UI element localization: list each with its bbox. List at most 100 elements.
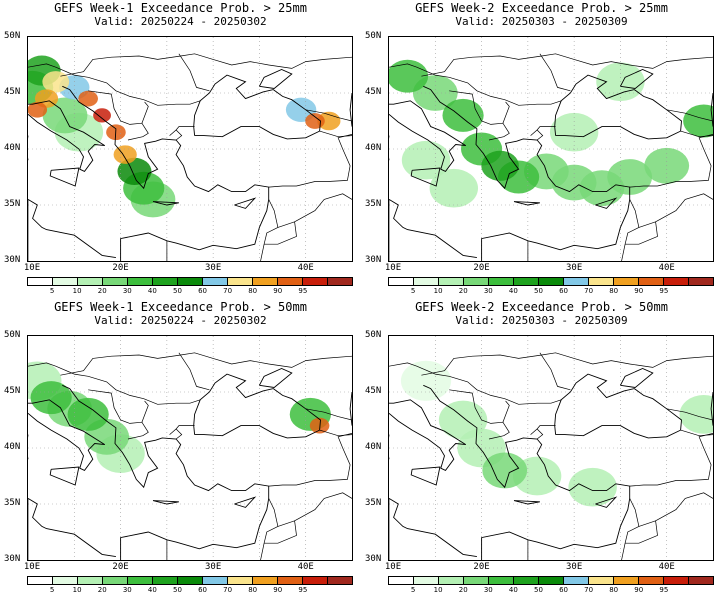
country-border: [539, 352, 571, 391]
colorbar-swatch: [689, 577, 713, 584]
colorbar-tick-label: 95: [298, 586, 308, 594]
colorbar-tick-label: 80: [248, 287, 258, 295]
colorbar-tick-label: 80: [609, 586, 619, 594]
lon-tick-label: 30E: [205, 562, 222, 572]
lat-tick-label: 40N: [4, 442, 21, 452]
probability-blob: [28, 101, 48, 118]
colorbar-swatch: [103, 577, 128, 584]
probability-blob: [117, 157, 152, 185]
colorbar-swatch: [664, 577, 689, 584]
colorbar-swatch: [489, 577, 514, 584]
colorbar-tick-label: 40: [147, 586, 157, 594]
map-canvas: [389, 37, 713, 261]
colorbar-tick-label: 50: [172, 287, 182, 295]
country-border: [421, 53, 713, 77]
lon-tick-label: 20E: [112, 562, 129, 572]
country-border: [655, 492, 713, 522]
country-border: [539, 53, 571, 92]
probability-field: [28, 55, 341, 218]
colorbar-tick-label: 50: [533, 586, 543, 594]
probability-field: [28, 361, 331, 473]
lon-tick-label: 10E: [23, 562, 41, 572]
colorbar-swatch: [589, 577, 614, 584]
country-border: [294, 193, 352, 223]
country-border: [319, 130, 352, 138]
country-border: [530, 428, 544, 440]
colorbar-tick-label: 30: [122, 586, 132, 594]
map: [388, 36, 714, 262]
colorbar-swatch: [439, 577, 464, 584]
colorbar-tick-label: 5: [49, 287, 55, 295]
country-border: [175, 425, 195, 430]
colorbar-swatch: [278, 278, 303, 285]
coastline: [152, 500, 179, 505]
lat-tick-label: 45N: [4, 386, 21, 396]
country-border: [421, 352, 713, 376]
probability-blob: [481, 150, 519, 181]
coastline: [513, 500, 540, 505]
colorbar-ticks: 5 10 20 30 40 50 60 70 80 90 95: [388, 288, 714, 297]
lon-tick-label: 40E: [658, 562, 675, 572]
map: [27, 36, 353, 262]
probability-blob: [482, 452, 528, 489]
colorbar-swatch: [514, 577, 539, 584]
lat-tick-label: 30N: [365, 554, 382, 564]
probability-blob: [78, 90, 98, 107]
colorbar-swatch: [664, 278, 689, 285]
country-border: [264, 520, 297, 544]
colorbar-tick-label: 10: [72, 287, 82, 295]
colorbar-swatch: [128, 577, 153, 584]
lat-tick-label: 50N: [4, 31, 21, 41]
colorbar-tick-label: 20: [97, 287, 107, 295]
probability-blob: [549, 112, 599, 152]
colorbar-tick-label: 40: [508, 586, 518, 594]
colorbar: [388, 576, 714, 585]
colorbar-swatch: [178, 577, 203, 584]
colorbar-swatch: [539, 577, 564, 584]
coastline: [620, 69, 654, 89]
lat-tick-label: 45N: [365, 87, 382, 97]
country-border: [449, 389, 510, 440]
coastline: [259, 69, 293, 89]
coastline: [49, 466, 80, 486]
lat-tick-label: 35N: [365, 498, 382, 508]
colorbar-tick-label: 70: [223, 586, 233, 594]
coastline: [349, 92, 352, 127]
lon-tick-label: 30E: [566, 562, 583, 572]
colorbar-tick-label: 80: [248, 586, 258, 594]
country-border: [621, 199, 640, 261]
coastline: [554, 373, 682, 439]
colorbar-tick-label: 95: [659, 287, 669, 295]
lat-tick-label: 50N: [4, 330, 21, 340]
lon-tick-label: 20E: [473, 562, 490, 572]
colorbar-ticks: 5 10 20 30 40 50 60 70 80 90 95: [27, 587, 353, 596]
map-canvas: [389, 336, 713, 560]
colorbar-tick-label: 80: [609, 287, 619, 295]
colorbar-tick-label: 90: [273, 586, 283, 594]
colorbar-swatch: [103, 278, 128, 285]
country-border: [629, 134, 713, 188]
lat-tick-label: 40N: [365, 143, 382, 153]
colorbar-tick-label: 20: [458, 586, 468, 594]
country-border: [178, 352, 210, 391]
lon-tick-label: 40E: [297, 263, 314, 273]
coastline: [423, 384, 631, 560]
colorbar-swatch: [389, 278, 414, 285]
colorbar: [27, 576, 353, 585]
coastline: [234, 197, 257, 209]
panel-week1-25mm: GEFS Week-1 Exceedance Prob. > 25mm Vali…: [0, 0, 361, 299]
colorbar-swatch: [589, 278, 614, 285]
coastline: [28, 100, 106, 172]
coastline: [152, 201, 179, 206]
colorbar-tick-label: 40: [147, 287, 157, 295]
probability-blob: [30, 381, 72, 415]
colorbar-swatch: [639, 278, 664, 285]
colorbar-tick-label: 50: [172, 586, 182, 594]
colorbar-swatch: [539, 278, 564, 285]
colorbar-swatch: [614, 278, 639, 285]
colorbar-swatch: [303, 278, 328, 285]
panel-title: GEFS Week-2 Exceedance Prob. > 25mm: [415, 1, 668, 15]
lat-tick-label: 50N: [365, 31, 382, 41]
country-border: [319, 429, 352, 437]
country-border: [264, 221, 297, 245]
